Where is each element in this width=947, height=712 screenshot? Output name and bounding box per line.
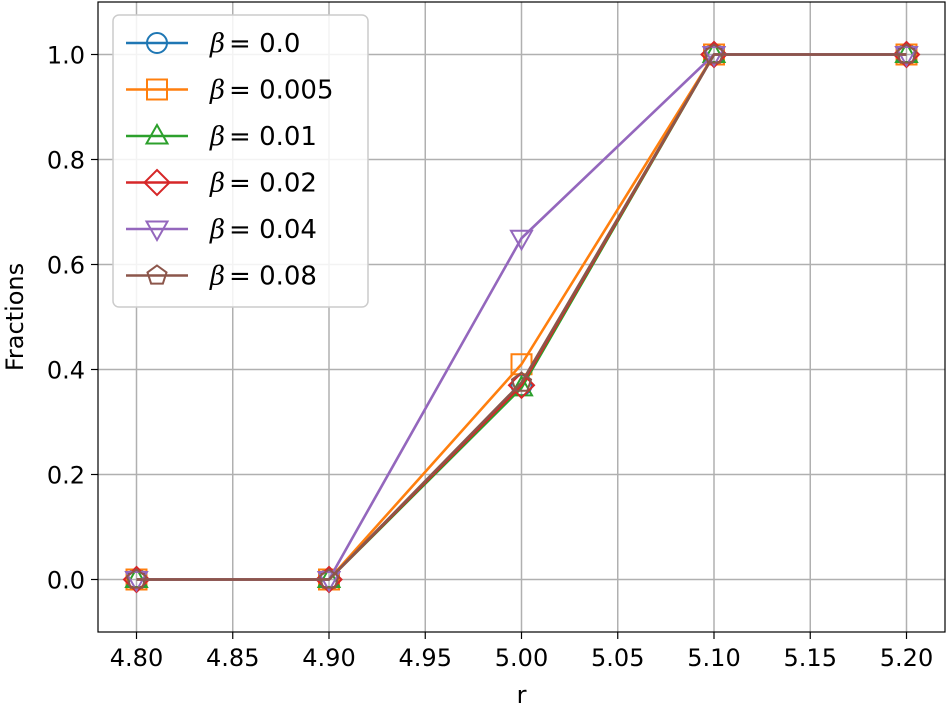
- data-point: [510, 371, 533, 392]
- legend-label-value: = 0.005: [229, 76, 333, 106]
- data-point: [703, 43, 725, 64]
- legend-marker-swatch: [143, 168, 171, 197]
- legend-label: β = 0.005: [209, 76, 334, 106]
- y-axis-ticks: 0.0 0.2 0.4 0.6 0.8 1.0: [47, 42, 98, 595]
- data-point: [895, 43, 918, 64]
- legend-label-value: = 0.01: [229, 122, 317, 152]
- legend-item: β = 0.005: [126, 76, 334, 106]
- plot-frame: [97, 1, 946, 633]
- x-axis-ticks: 4.80 4.85 4.90 4.95 5.00 5.05 5.10 5.15 5.20: [110, 632, 933, 672]
- legend-label-symbol: β: [209, 76, 225, 106]
- y-tick-label: 0.6: [47, 252, 85, 280]
- legend-label-value: = 0.08: [229, 262, 317, 292]
- series-line: [136, 53, 907, 581]
- x-tick-label: 5.05: [591, 644, 644, 672]
- y-tick-label: 0.0: [47, 567, 85, 595]
- data-point: [509, 229, 534, 252]
- legend-marker-swatch: [146, 78, 168, 101]
- legend-label: β = 0.08: [209, 262, 317, 292]
- x-axis-label: r: [517, 681, 527, 709]
- legend-marker-swatch: [144, 220, 170, 243]
- legend-marker-swatch: [144, 122, 170, 145]
- legend-label: β = 0.01: [209, 122, 317, 152]
- data-point: [701, 46, 727, 68]
- x-tick-label: 4.95: [399, 644, 452, 672]
- data-point: [316, 571, 342, 593]
- y-tick-label: 0.2: [47, 462, 85, 490]
- y-tick-label: 1.0: [47, 42, 85, 70]
- legend-label-value: = 0.04: [229, 215, 317, 245]
- x-tick-label: 4.85: [206, 644, 259, 672]
- x-tick-label: 5.00: [495, 644, 548, 672]
- legend-label: β = 0.04: [209, 215, 317, 245]
- legend-item: β = 0.02: [126, 169, 317, 199]
- x-tick-label: 5.10: [687, 644, 740, 672]
- legend-box: [112, 14, 369, 308]
- x-tick-label: 5.15: [784, 644, 837, 672]
- data-point: [125, 568, 148, 589]
- y-tick-label: 0.4: [47, 357, 85, 385]
- legend-label-symbol: β: [209, 215, 225, 245]
- legend-label-symbol: β: [209, 169, 225, 199]
- data-point: [509, 374, 534, 397]
- y-tick-label: 0.8: [47, 147, 85, 175]
- data-point: [124, 571, 149, 593]
- grid: [98, 2, 945, 632]
- legend-item: β = 0.04: [126, 215, 317, 245]
- legend-label: β = 0.02: [209, 169, 317, 199]
- data-point: [318, 568, 340, 589]
- legend-item: β = 0.08: [126, 262, 317, 292]
- legend-item: β = 0.01: [126, 122, 317, 152]
- y-axis-label: Fractions: [1, 263, 29, 371]
- x-tick-label: 4.90: [302, 644, 355, 672]
- legend-marker-swatch: [146, 264, 168, 285]
- legend-item: β = 0.0: [126, 29, 300, 59]
- legend-label: β = 0.0: [209, 29, 300, 59]
- x-tick-label: 4.80: [110, 644, 163, 672]
- data-point: [894, 46, 919, 68]
- legend-label-symbol: β: [209, 29, 225, 59]
- series-group: [122, 40, 921, 594]
- x-tick-label: 5.20: [880, 644, 933, 672]
- legend-label-symbol: β: [209, 262, 225, 292]
- legend-marker-swatch: [146, 32, 168, 54]
- series-group: [125, 43, 918, 589]
- legend-label-value: = 0.0: [229, 29, 300, 59]
- legend-label-symbol: β: [209, 122, 225, 152]
- legend-label-value: = 0.02: [229, 169, 317, 199]
